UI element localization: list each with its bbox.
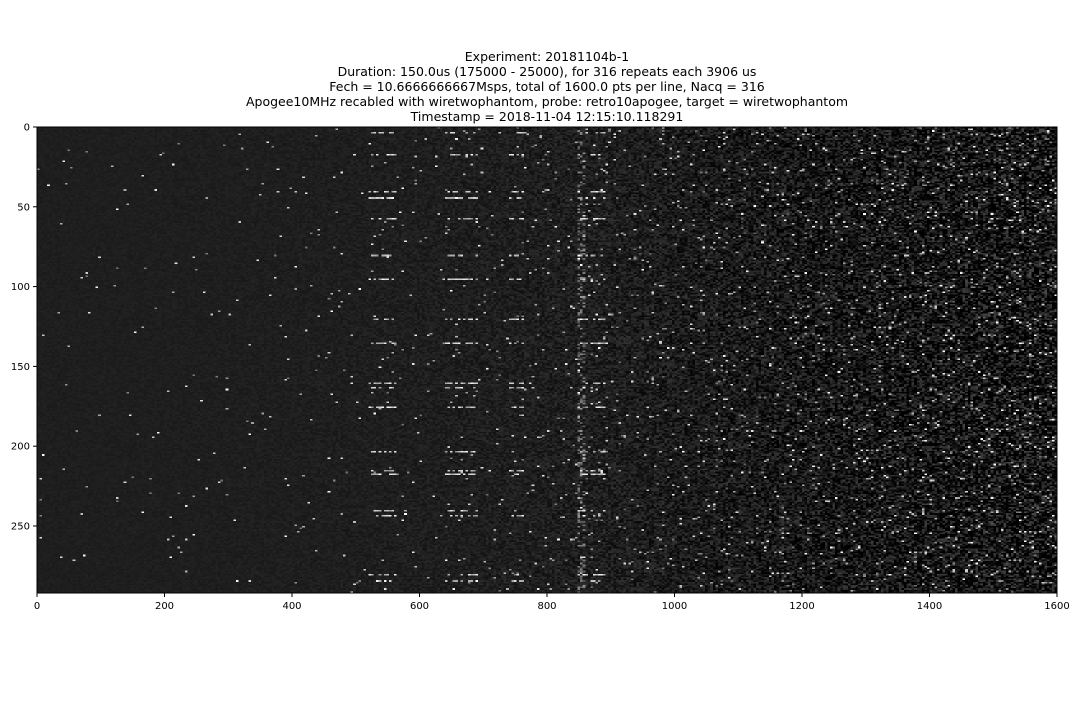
title-line-1: Experiment: 20181104b-1 (464, 49, 630, 64)
chart-title: Experiment: 20181104b-1 Duration: 150.0u… (0, 49, 1080, 124)
title-line-4: Apogee10MHz recabled with wiretwophantom… (245, 94, 849, 109)
heatmap-image (37, 127, 1057, 593)
plot-area (37, 127, 1057, 593)
x-tick-label: 200 (155, 601, 174, 612)
x-tick-label: 1400 (917, 601, 942, 612)
title-line-3: Fech = 10.6666666667Msps, total of 1600.… (329, 79, 765, 94)
x-tick-label: 1000 (662, 601, 687, 612)
x-tick-label: 1200 (789, 601, 814, 612)
y-tick-label: 0 (24, 123, 30, 134)
y-tick-label: 100 (11, 282, 30, 293)
x-tick-label: 400 (282, 601, 301, 612)
y-tick-label: 150 (11, 362, 30, 373)
x-tick-label: 1600 (1044, 601, 1069, 612)
y-tick-label: 200 (11, 442, 30, 453)
title-line-2: Duration: 150.0us (175000 - 25000), for … (337, 64, 757, 79)
x-tick-label: 600 (410, 601, 429, 612)
axes: 0 200 400 600 800 1000 1200 1400 1600 0 50 100 150 20… (11, 123, 1070, 613)
x-tick-label: 0 (34, 601, 40, 612)
y-tick-label: 50 (17, 202, 30, 213)
x-tick-label: 800 (537, 601, 556, 612)
y-tick-label: 250 (11, 521, 30, 532)
title-line-5: Timestamp = 2018-11-04 12:15:10.118291 (410, 109, 684, 124)
